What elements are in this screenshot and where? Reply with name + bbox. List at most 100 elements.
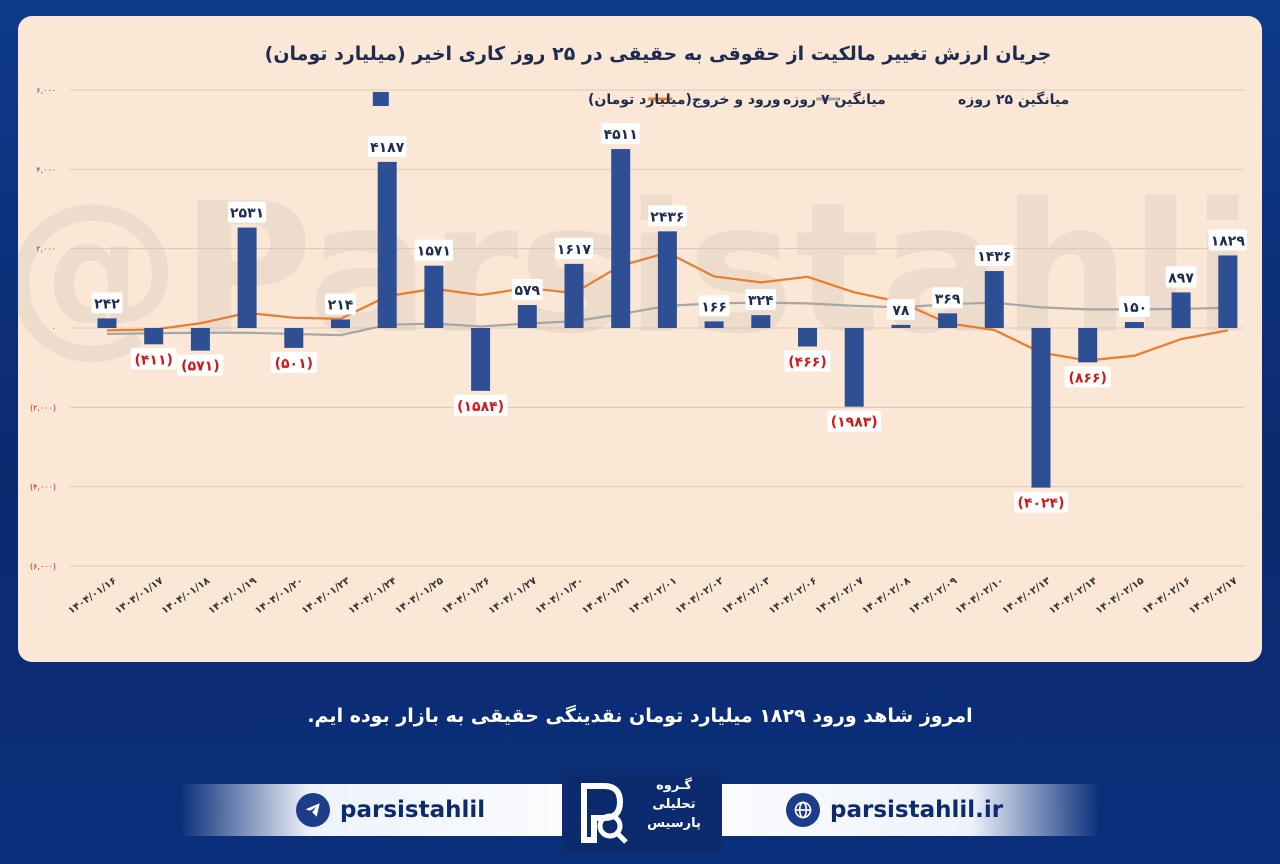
x-tick-label: ۱۴۰۴/۰۱/۱۸ bbox=[160, 575, 212, 616]
data-label-box bbox=[1064, 366, 1111, 388]
bar bbox=[564, 263, 584, 328]
data-label-box bbox=[325, 293, 356, 315]
data-label: (۴۱۱) bbox=[130, 348, 177, 370]
x-tick-label: ۱۴۰۴/۰۱/۳۰ bbox=[533, 575, 585, 616]
data-label-text: ۲۱۴ bbox=[328, 298, 354, 314]
x-tick-label: ۱۴۰۴/۰۲/۰۳ bbox=[720, 575, 772, 616]
legend-item: میانگین ۲۵ روزه bbox=[816, 91, 1069, 108]
data-label-box bbox=[511, 279, 543, 301]
y-axis: ۶,۰۰۰ ۴,۰۰۰ ۲,۰۰۰ ۰ (۲,۰۰۰) (۴,۰۰۰) (۶,۰۰۰) bbox=[30, 86, 56, 571]
bar bbox=[190, 328, 210, 351]
y-tick-label: (۲,۰۰۰) bbox=[30, 403, 56, 412]
x-tick-label: ۱۴۰۴/۰۲/۰۸ bbox=[860, 575, 912, 616]
bar bbox=[284, 328, 304, 348]
gridlines bbox=[70, 89, 1244, 567]
data-label-box bbox=[1119, 296, 1150, 318]
data-label-box bbox=[932, 287, 963, 309]
legend-label: ورود و خروج(میلیارد تومان) bbox=[588, 92, 781, 108]
logo-line-1: گـروه bbox=[656, 778, 692, 793]
legend-swatch bbox=[372, 92, 389, 106]
data-label-box bbox=[270, 351, 317, 373]
telegram-handle: parsistahlil bbox=[340, 797, 486, 823]
summary-caption: امروز شاهد ورود ۱۸۲۹ میلیارد تومان نقدین… bbox=[307, 705, 973, 727]
bar bbox=[471, 328, 491, 391]
data-label-text: ۱۴۳۶ bbox=[977, 249, 1011, 265]
chart-panel: @Parsistahlil جریان ارزش تغییر مالکیت از… bbox=[18, 16, 1262, 662]
data-label-box bbox=[91, 292, 123, 314]
data-label: ۷۸ bbox=[886, 298, 915, 320]
y-tick-label: ۴,۰۰۰ bbox=[36, 165, 56, 174]
logo-text: گـروه تحلیلی پارسیس bbox=[632, 776, 716, 833]
telegram-icon bbox=[296, 793, 330, 827]
data-label: (۵۷۱) bbox=[177, 354, 224, 376]
data-label: (۱۵۸۴) bbox=[453, 394, 508, 416]
x-tick-label: ۱۴۰۴/۰۲/۰۹ bbox=[907, 575, 959, 616]
data-label: ۱۵۰ bbox=[1119, 296, 1150, 318]
data-label-box bbox=[1014, 491, 1068, 513]
x-tick-label: ۱۴۰۴/۰۲/۰۲ bbox=[674, 575, 726, 616]
data-label-box bbox=[745, 289, 777, 311]
data-label-text: (۱۵۸۴) bbox=[457, 399, 504, 415]
data-label-box bbox=[827, 410, 881, 432]
x-tick-label: ۱۴۰۴/۰۱/۲۴ bbox=[347, 575, 399, 616]
x-tick-label: ۱۴۰۴/۰۲/۱۵ bbox=[1094, 575, 1146, 616]
y-tick-label: ۶,۰۰۰ bbox=[36, 86, 56, 95]
y-tick-label: (۴,۰۰۰) bbox=[30, 483, 56, 492]
x-tick-label: ۱۴۰۴/۰۲/۱۰ bbox=[954, 575, 1006, 616]
x-tick-label: ۱۴۰۴/۰۲/۱۶ bbox=[1141, 575, 1193, 616]
bar bbox=[798, 328, 817, 347]
data-label-box bbox=[414, 239, 454, 261]
data-label-box bbox=[601, 123, 640, 145]
data-label: ۲۵۳۱ bbox=[227, 201, 267, 223]
bar bbox=[704, 321, 724, 328]
x-axis: ۱۴۰۴/۰۱/۱۶۱۴۰۴/۰۱/۱۷۱۴۰۴/۰۱/۱۸۱۴۰۴/۰۱/۱۹… bbox=[66, 575, 1239, 616]
data-label: ۴۵۱۱ bbox=[601, 123, 640, 145]
x-tick-label: ۱۴۰۴/۰۱/۱۹ bbox=[207, 575, 259, 616]
bar bbox=[331, 319, 350, 328]
bar bbox=[844, 328, 864, 407]
logo-line-3: پارسیس bbox=[647, 816, 701, 831]
data-label-box bbox=[784, 350, 831, 372]
data-label-box bbox=[227, 201, 267, 223]
x-tick-label: ۱۴۰۴/۰۲/۱۷ bbox=[1187, 575, 1239, 616]
data-label: (۵۰۱) bbox=[270, 351, 317, 373]
data-label-text: (۴۱۱) bbox=[134, 352, 172, 368]
data-labels: ۲۴۲ (۴۱۱) (۵۷۱) ۲۵۳۱ (۵۰۱) ۲۱۴ ۴۱۸۷ ۱۵۷۱ (۱۵۸۴) ۵… bbox=[91, 123, 1247, 513]
bar bbox=[657, 231, 677, 328]
x-tick-label: ۱۴۰۴/۰۲/۰۶ bbox=[767, 575, 819, 616]
bar bbox=[1078, 328, 1098, 363]
website-handle: parsistahlil.ir bbox=[830, 797, 1004, 823]
data-label-text: ۲۴۳۶ bbox=[650, 209, 684, 225]
data-label: ۱۶۶ bbox=[698, 295, 730, 317]
data-label-box bbox=[1208, 229, 1247, 251]
bar bbox=[751, 315, 771, 328]
data-label: (۸۶۶) bbox=[1064, 366, 1111, 388]
watermark-text: @Parsistahlil bbox=[18, 165, 1262, 374]
x-tick-label: ۱۴۰۴/۰۱/۲۷ bbox=[487, 575, 539, 616]
data-label-text: (۵۰۱) bbox=[275, 356, 313, 372]
data-label-box bbox=[1165, 266, 1197, 288]
parsis-logo: گـروه تحلیلی پارسیس bbox=[562, 770, 722, 854]
bar bbox=[237, 227, 257, 328]
y-tick-label: ۲,۰۰۰ bbox=[36, 245, 56, 254]
legend-item: میانگین ۷ روزه bbox=[648, 91, 886, 108]
y-tick-label: (۶,۰۰۰) bbox=[30, 562, 56, 571]
globe-icon bbox=[786, 793, 820, 827]
data-label: ۱۸۲۹ bbox=[1208, 229, 1247, 251]
data-label: ۲۱۴ bbox=[325, 293, 356, 315]
data-label-box bbox=[975, 245, 1014, 267]
data-label-text: ۸۹۷ bbox=[1168, 270, 1194, 286]
x-tick-label: ۱۴۰۴/۰۲/۱۴ bbox=[1047, 575, 1099, 616]
data-label-text: ۲۴۲ bbox=[94, 296, 120, 312]
data-label-text: ۱۵۷۱ bbox=[417, 244, 451, 260]
x-tick-label: ۱۴۰۴/۰۱/۱۷ bbox=[113, 575, 165, 616]
website-link[interactable]: parsistahlil.ir bbox=[786, 792, 1003, 828]
bar bbox=[1171, 292, 1191, 328]
bar bbox=[144, 328, 164, 345]
data-label-text: ۲۵۳۱ bbox=[230, 206, 264, 222]
data-label-box bbox=[698, 295, 730, 317]
chart-title: جریان ارزش تغییر مالکیت از حقوقی به حقیق… bbox=[265, 43, 1052, 65]
telegram-link[interactable]: parsistahlil bbox=[296, 792, 485, 828]
legend-label: میانگین ۷ روزه bbox=[783, 91, 886, 108]
